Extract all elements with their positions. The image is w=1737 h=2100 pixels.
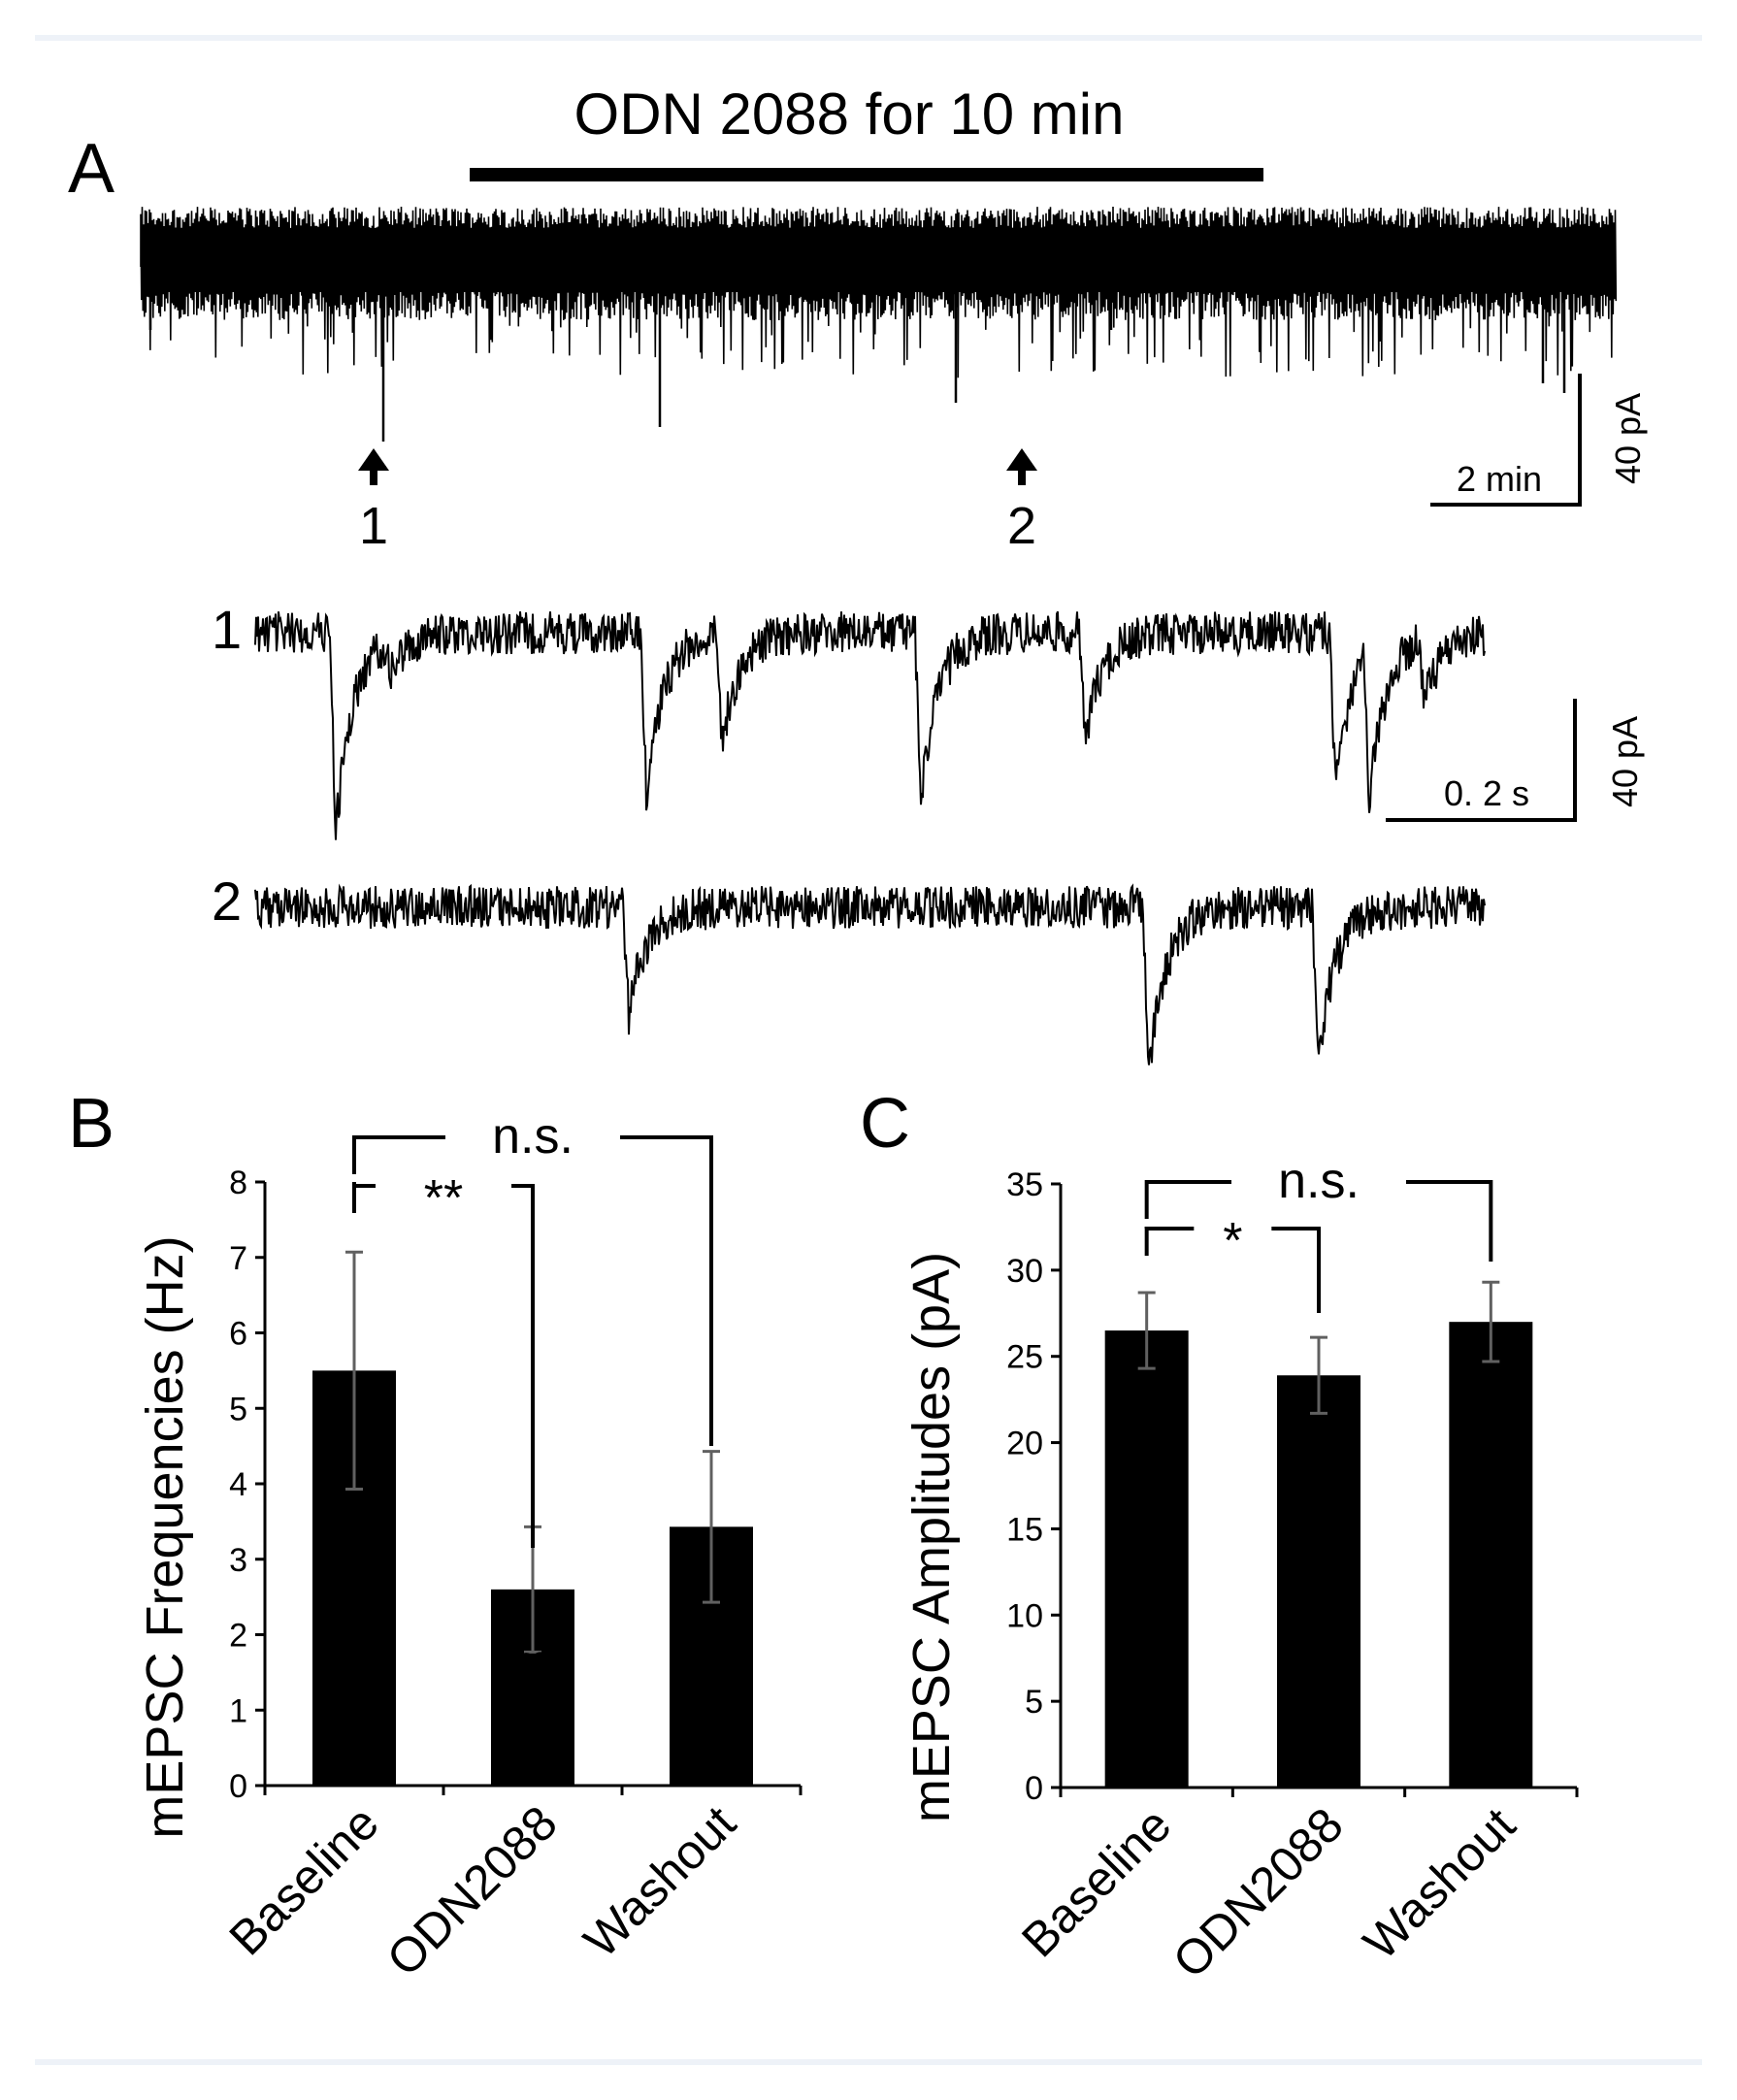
significance-label: ** [424,1170,463,1227]
panel-b-chart: B mEPSC Frequencies (Hz) 0 1 2 3 4 5 6 7 8 n = 8 B… [68,1085,803,1986]
panel-c-ylabel: mEPSC Amplitudes (pA) [902,1252,961,1822]
overview-trace [140,206,1618,442]
y-tick-label: 4 [229,1466,247,1503]
trace-2-path [254,883,1486,1066]
significance-label: n.s. [1278,1153,1360,1209]
panel-c-label: C [860,1085,910,1163]
top-frame-band [35,35,1702,41]
n-label: n = 8 [510,1650,558,1746]
y-tick-label: 30 [1006,1253,1043,1290]
y-tick-label: 25 [1006,1339,1043,1376]
marker-1-arrow [358,448,389,485]
panel-a-label: A [68,130,115,208]
category-label-odn2088: ODN2088 [377,1795,568,1986]
zoom-current-scale: 40 pA [1605,716,1645,807]
bar-baseline [1104,1330,1189,1788]
category-label-washout: Washout [574,1795,746,1968]
n-label: n = 8 [332,1650,379,1746]
significance-label: * [1223,1213,1242,1269]
y-tick-label: 10 [1006,1597,1043,1634]
y-tick-label: 5 [1025,1684,1043,1721]
y-tick-label: 15 [1006,1511,1043,1548]
marker-2-arrow [1006,448,1037,485]
treatment-bar [470,168,1263,181]
trace-1-path [254,610,1486,840]
n-label: n = 5 [689,1650,737,1746]
y-tick-label: 0 [1025,1770,1043,1807]
overview-trace-path [140,206,1618,378]
marker-1-label: 1 [359,497,388,555]
y-tick-label: 2 [229,1618,247,1655]
bar-washout [1449,1322,1533,1788]
treatment-label: ODN 2088 for 10 min [574,82,1125,147]
zoom-trace-1 [254,610,1486,840]
marker-2-label: 2 [1007,497,1036,555]
y-tick-label: 35 [1006,1166,1043,1203]
significance-label: n.s. [492,1108,574,1165]
n-label: n = 5 [1468,1652,1516,1748]
bar-odn2088 [1277,1375,1360,1788]
y-tick-label: 6 [229,1316,247,1353]
zoom-time-scale: 0. 2 s [1444,773,1529,813]
n-label: n = 8 [1125,1652,1172,1748]
overview-scalebar: 2 min 40 pA [1430,374,1648,507]
panel-c-chart: C mEPSC Amplitudes (pA) 0 5 10 15 20 25 30 35 n … [860,1085,1579,1988]
overview-time-scale: 2 min [1457,459,1542,499]
category-label-washout: Washout [1353,1797,1525,1970]
zoom-scalebar: 0. 2 s 40 pA [1386,699,1645,822]
bottom-frame-band [35,2059,1702,2065]
y-tick-label: 3 [229,1542,247,1579]
zoom-trace-2 [254,883,1486,1066]
panel-b-ylabel: mEPSC Frequencies (Hz) [136,1235,194,1838]
y-tick-label: 1 [229,1692,247,1729]
y-tick-label: 7 [229,1240,247,1277]
overview-trace-core [141,236,1616,292]
y-tick-label: 20 [1006,1426,1043,1462]
trace-1-label: 1 [212,599,242,660]
significance-bracket [352,1135,713,1446]
y-tick-label: 0 [229,1768,247,1805]
category-label-baseline: Baseline [219,1795,389,1965]
category-label-odn2088: ODN2088 [1163,1797,1354,1988]
significance-bracket [1144,1180,1493,1262]
panel-a: A ODN 2088 for 10 min 1 2 2 min 40 pA 1 … [68,82,1648,1066]
category-label-baseline: Baseline [1011,1797,1181,1967]
y-tick-label: 5 [229,1391,247,1427]
panel-b-label: B [68,1085,115,1163]
trace-2-label: 2 [212,870,242,932]
n-label: n = 8 [1296,1652,1344,1748]
overview-current-scale: 40 pA [1608,393,1648,484]
y-tick-label: 8 [229,1165,247,1201]
